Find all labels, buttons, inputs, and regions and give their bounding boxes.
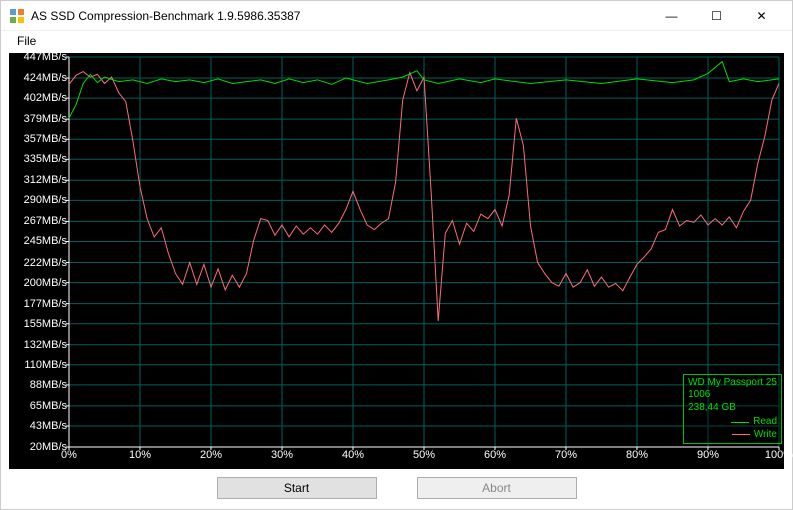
y-tick-label: 155MB/s	[24, 318, 67, 330]
y-tick-label: 357MB/s	[24, 133, 67, 145]
x-tick-label: 100%	[765, 449, 793, 461]
legend-read-swatch	[731, 422, 749, 423]
x-tick-label: 60%	[484, 449, 506, 461]
legend-capacity: 238,44 GB	[688, 402, 777, 415]
window-controls: — ☐ ✕	[649, 1, 784, 30]
menubar: File	[1, 31, 792, 51]
x-tick-label: 10%	[129, 449, 151, 461]
abort-button: Abort	[417, 477, 577, 499]
legend-device: WD My Passport 25	[688, 377, 777, 390]
x-tick-label: 40%	[342, 449, 364, 461]
y-tick-label: 335MB/s	[24, 153, 67, 165]
menu-file[interactable]: File	[11, 32, 42, 50]
x-tick-label: 50%	[413, 449, 435, 461]
titlebar: AS SSD Compression-Benchmark 1.9.5986.35…	[1, 1, 792, 31]
legend-device2: 1006	[688, 389, 777, 402]
legend-write-label: Write	[754, 429, 777, 442]
y-tick-label: 245MB/s	[24, 235, 67, 247]
x-tick-label: 20%	[200, 449, 222, 461]
y-tick-label: 88MB/s	[30, 379, 67, 391]
y-tick-label: 447MB/s	[24, 51, 67, 63]
legend-read-row: Read	[688, 416, 777, 429]
chart-legend: WD My Passport 25 1006 238,44 GB Read Wr…	[683, 374, 782, 445]
y-tick-label: 222MB/s	[24, 257, 67, 269]
start-button[interactable]: Start	[217, 477, 377, 499]
maximize-button[interactable]: ☐	[694, 1, 739, 30]
y-tick-label: 110MB/s	[24, 359, 67, 371]
y-tick-label: 65MB/s	[30, 400, 67, 412]
y-tick-label: 379MB/s	[24, 113, 67, 125]
y-tick-label: 43MB/s	[30, 420, 67, 432]
x-tick-label: 30%	[271, 449, 293, 461]
compression-chart: 447MB/s 424MB/s 402MB/s 379MB/s 357MB/s 335MB…	[9, 53, 784, 469]
y-tick-label: 290MB/s	[24, 194, 67, 206]
y-tick-label: 200MB/s	[24, 277, 67, 289]
legend-write-row: Write	[688, 429, 777, 442]
legend-write-swatch	[732, 434, 750, 435]
window-title: AS SSD Compression-Benchmark 1.9.5986.35…	[31, 9, 649, 23]
y-tick-label: 177MB/s	[24, 298, 67, 310]
x-tick-label: 70%	[555, 449, 577, 461]
y-tick-label: 424MB/s	[24, 72, 67, 84]
app-icon	[9, 8, 25, 24]
y-tick-label: 312MB/s	[24, 174, 67, 186]
button-row: Start Abort	[1, 469, 792, 503]
close-button[interactable]: ✕	[739, 1, 784, 30]
minimize-button[interactable]: —	[649, 1, 694, 30]
chart-canvas	[9, 53, 786, 469]
x-tick-label: 80%	[626, 449, 648, 461]
y-tick-label: 402MB/s	[24, 92, 67, 104]
x-tick-label: 90%	[697, 449, 719, 461]
y-tick-label: 267MB/s	[24, 215, 67, 227]
legend-read-label: Read	[753, 416, 777, 429]
x-tick-label: 0%	[61, 449, 77, 461]
y-tick-label: 132MB/s	[24, 339, 67, 351]
